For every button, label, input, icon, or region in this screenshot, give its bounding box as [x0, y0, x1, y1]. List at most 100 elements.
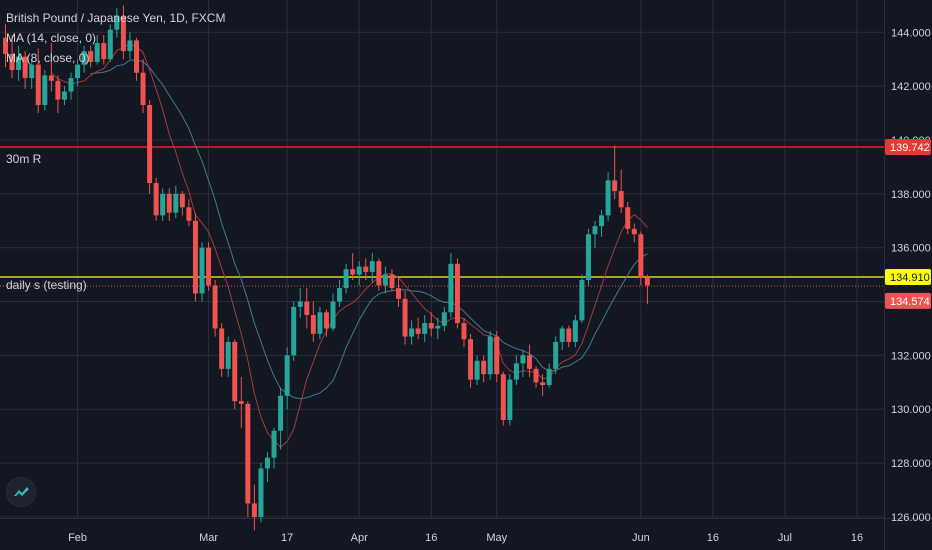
svg-text:134.910: 134.910: [890, 272, 930, 284]
candle-body-up: [160, 193, 166, 216]
candle-body-up: [337, 288, 343, 302]
candle-body-down: [618, 191, 624, 208]
x-tick-label: Feb: [68, 532, 87, 544]
y-tick-label: 126.000: [891, 512, 931, 524]
candle-body-down: [120, 16, 126, 52]
candle-body-down: [3, 37, 8, 54]
candle-body-down: [251, 503, 257, 517]
candle-body-down: [179, 193, 185, 208]
candle-body-up: [513, 363, 519, 380]
svg-text:134.574: 134.574: [890, 296, 930, 308]
candle-body-down: [232, 341, 238, 402]
support-line-label[interactable]: daily s (testing): [6, 278, 87, 292]
candle-body-down: [192, 220, 198, 294]
candle-body-up: [94, 43, 100, 62]
candle-body-up: [382, 274, 388, 286]
candle-body-up: [409, 328, 415, 337]
candle-body-down: [644, 277, 650, 286]
candle-body-down: [638, 234, 644, 278]
x-tick-label: Jul: [778, 532, 792, 544]
candle-body-down: [428, 323, 434, 329]
candle-body-down: [219, 328, 225, 369]
x-tick-label: 17: [281, 532, 293, 544]
candle-body-up: [61, 91, 67, 100]
candle-body-up: [520, 355, 526, 364]
resistance-line-label[interactable]: 30m R: [6, 152, 42, 166]
candle-body-up: [317, 312, 323, 334]
candle-body-up: [271, 430, 277, 458]
candle-body-up: [546, 368, 552, 385]
candle-body-up: [265, 457, 270, 469]
candle-body-up: [75, 64, 81, 79]
candle-body-up: [284, 355, 290, 396]
candle-body-up: [278, 395, 284, 431]
candle-body-up: [474, 360, 480, 380]
svg-text:139.742: 139.742: [890, 142, 930, 154]
candle-body-down: [186, 207, 192, 221]
x-tick-label: Mar: [199, 532, 218, 544]
candle-body-down: [625, 207, 631, 229]
chart-title: British Pound / Japanese Yen, 1D, FXCM: [6, 11, 226, 25]
candle-body-down: [55, 80, 61, 100]
candle-body-up: [356, 266, 362, 275]
candle-body-up: [127, 40, 133, 52]
candle-body-down: [631, 228, 637, 235]
support-price-tag[interactable]: 134.910: [885, 269, 931, 286]
candle-body-down: [206, 247, 212, 286]
ma8-legend[interactable]: MA (8, close, 0): [6, 51, 90, 65]
last-price-tag[interactable]: 134.574: [885, 292, 931, 309]
candle-body-up: [68, 78, 74, 92]
y-tick-label: 130.000: [891, 404, 931, 416]
candle-body-up: [173, 193, 179, 213]
candle-body-up: [291, 306, 297, 356]
candle-body-down: [500, 374, 506, 420]
candle-body-down: [310, 315, 316, 334]
candle-body-down: [140, 72, 146, 105]
candle-body-down: [88, 51, 94, 62]
candle-body-down: [363, 266, 369, 272]
resistance-price-tag[interactable]: 139.742: [885, 138, 931, 155]
candle-body-down: [396, 288, 401, 299]
candle-body-up: [114, 16, 120, 30]
candle-body-down: [134, 40, 139, 73]
y-tick-label: 128.000: [891, 458, 931, 470]
candle-body-up: [592, 226, 598, 235]
candle-body-down: [153, 183, 159, 216]
candle-body-down: [533, 368, 539, 383]
candle-body-down: [9, 53, 15, 70]
candle-body-up: [422, 323, 428, 334]
candle-body-up: [42, 75, 48, 105]
candle-body-up: [579, 280, 585, 321]
x-tick-label: 16: [425, 532, 437, 544]
candle-body-down: [468, 339, 474, 380]
candle-body-down: [166, 193, 172, 213]
candle-body-up: [441, 312, 447, 326]
candle-body-down: [35, 64, 41, 105]
y-tick-label: 136.000: [891, 243, 931, 255]
candle-body-down: [304, 301, 310, 315]
candle-body-up: [16, 56, 22, 70]
candle-body-up: [107, 29, 113, 60]
tradingview-logo-icon[interactable]: [6, 477, 36, 507]
candle-body-up: [559, 328, 565, 342]
y-tick-label: 132.000: [891, 350, 931, 362]
candle-body-down: [350, 269, 356, 275]
candle-body-down: [527, 355, 532, 369]
x-tick-label: 16: [707, 532, 719, 544]
x-tick-label: May: [486, 532, 507, 544]
candle-body-up: [81, 51, 87, 65]
candle-body-up: [572, 320, 578, 342]
y-tick-label: 144.000: [891, 27, 931, 39]
candle-body-up: [297, 301, 303, 307]
candle-body-up: [343, 269, 349, 289]
candle-body-up: [29, 64, 35, 79]
ma14-legend[interactable]: MA (14, close, 0): [6, 31, 97, 45]
candle-body-up: [553, 341, 559, 369]
candle-body-up: [225, 341, 231, 369]
candle-body-down: [147, 105, 153, 184]
candle-body-down: [402, 298, 408, 337]
x-tick-label: 16: [851, 532, 863, 544]
candle-body-up: [585, 234, 591, 280]
x-tick-label: Apr: [351, 532, 368, 544]
